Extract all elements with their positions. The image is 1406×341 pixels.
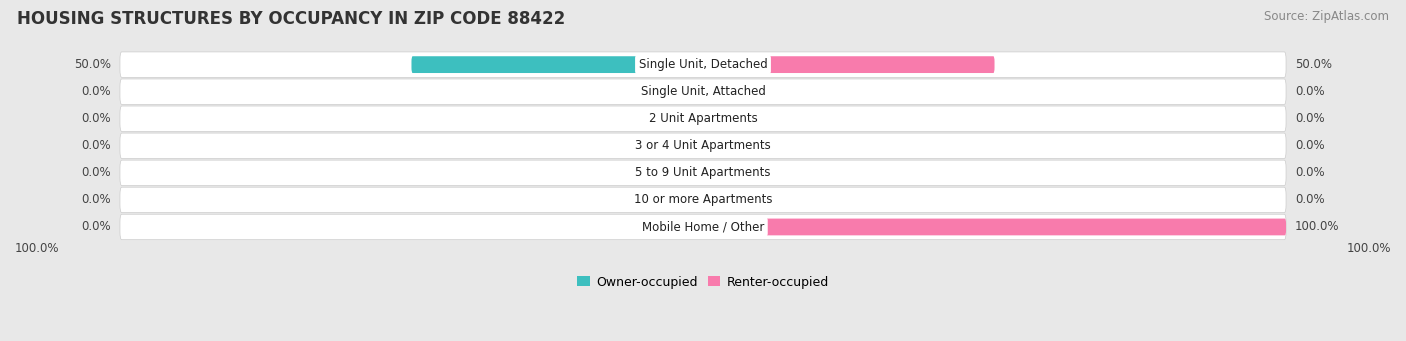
Legend: Owner-occupied, Renter-occupied: Owner-occupied, Renter-occupied [572, 271, 834, 294]
FancyBboxPatch shape [120, 214, 1286, 240]
FancyBboxPatch shape [703, 192, 733, 208]
FancyBboxPatch shape [673, 164, 703, 181]
Text: Single Unit, Attached: Single Unit, Attached [641, 85, 765, 98]
Text: 50.0%: 50.0% [1295, 58, 1331, 71]
Text: 0.0%: 0.0% [1295, 139, 1324, 152]
FancyBboxPatch shape [120, 79, 1286, 104]
Text: 0.0%: 0.0% [82, 139, 111, 152]
FancyBboxPatch shape [120, 52, 1286, 77]
FancyBboxPatch shape [412, 56, 703, 73]
FancyBboxPatch shape [703, 56, 994, 73]
Text: 2 Unit Apartments: 2 Unit Apartments [648, 112, 758, 125]
Text: 100.0%: 100.0% [1347, 241, 1391, 255]
FancyBboxPatch shape [673, 110, 703, 127]
Text: HOUSING STRUCTURES BY OCCUPANCY IN ZIP CODE 88422: HOUSING STRUCTURES BY OCCUPANCY IN ZIP C… [17, 10, 565, 28]
Text: 0.0%: 0.0% [1295, 193, 1324, 206]
Text: 100.0%: 100.0% [15, 241, 59, 255]
Text: 3 or 4 Unit Apartments: 3 or 4 Unit Apartments [636, 139, 770, 152]
Text: 0.0%: 0.0% [82, 112, 111, 125]
FancyBboxPatch shape [673, 137, 703, 154]
FancyBboxPatch shape [703, 83, 733, 100]
Text: Source: ZipAtlas.com: Source: ZipAtlas.com [1264, 10, 1389, 23]
Text: Single Unit, Detached: Single Unit, Detached [638, 58, 768, 71]
Text: 0.0%: 0.0% [82, 221, 111, 234]
FancyBboxPatch shape [673, 219, 703, 235]
Text: 0.0%: 0.0% [82, 166, 111, 179]
FancyBboxPatch shape [703, 164, 733, 181]
Text: 0.0%: 0.0% [82, 85, 111, 98]
FancyBboxPatch shape [703, 219, 1286, 235]
Text: 0.0%: 0.0% [1295, 85, 1324, 98]
FancyBboxPatch shape [703, 137, 733, 154]
Text: 10 or more Apartments: 10 or more Apartments [634, 193, 772, 206]
Text: 0.0%: 0.0% [82, 193, 111, 206]
FancyBboxPatch shape [120, 187, 1286, 213]
FancyBboxPatch shape [120, 133, 1286, 159]
FancyBboxPatch shape [703, 110, 733, 127]
Text: 0.0%: 0.0% [1295, 112, 1324, 125]
Text: 5 to 9 Unit Apartments: 5 to 9 Unit Apartments [636, 166, 770, 179]
Text: 0.0%: 0.0% [1295, 166, 1324, 179]
FancyBboxPatch shape [120, 106, 1286, 132]
Text: 50.0%: 50.0% [75, 58, 111, 71]
FancyBboxPatch shape [120, 160, 1286, 186]
Text: Mobile Home / Other: Mobile Home / Other [641, 221, 765, 234]
FancyBboxPatch shape [673, 83, 703, 100]
FancyBboxPatch shape [673, 192, 703, 208]
Text: 100.0%: 100.0% [1295, 221, 1340, 234]
